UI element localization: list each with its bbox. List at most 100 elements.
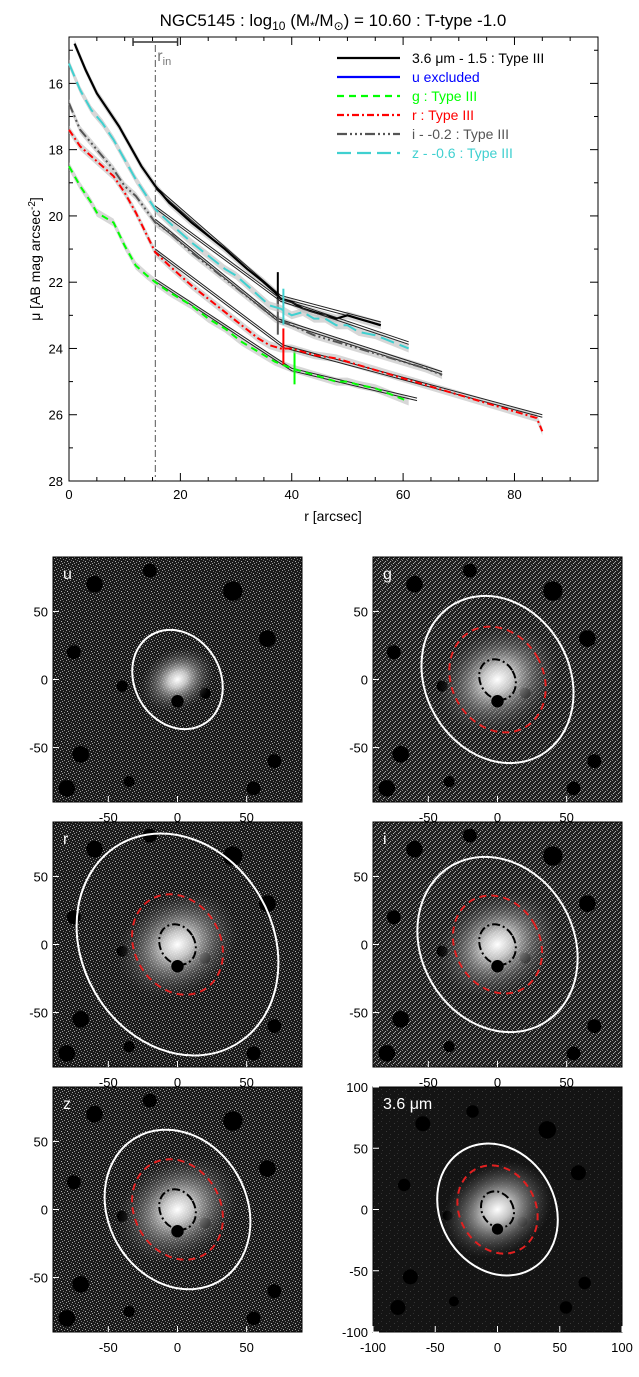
series-line — [68, 102, 443, 376]
masked-source — [443, 776, 455, 788]
masked-source — [386, 910, 401, 925]
masked-source — [543, 846, 563, 866]
masked-source — [72, 1011, 89, 1028]
series-error-band — [69, 162, 409, 406]
y-tick-label: 22 — [49, 275, 63, 290]
panel-y-tick-label: 50 — [354, 869, 368, 884]
panel-x-tick-label: 0 — [494, 1075, 501, 1090]
series-fit-line — [155, 208, 409, 345]
panel-x-tick-label: -100 — [360, 1340, 386, 1355]
masked-source — [66, 910, 81, 925]
panel-y-tick-label: 0 — [361, 1203, 368, 1218]
masked-source — [538, 1121, 557, 1139]
masked-source — [259, 630, 276, 647]
masked-star — [491, 960, 504, 973]
y-axis-title-part: μ [AB mag arcsec — [27, 210, 43, 321]
y-axis-title: μ [AB mag arcsec-2] — [27, 197, 43, 321]
series-fit-line — [155, 280, 418, 402]
masked-source — [246, 1046, 261, 1061]
panel-band-label: r — [63, 831, 69, 848]
surface-brightness-profile-chart: NGC5145 : log10 (M*/M⊙) = 10.60 : T-type… — [27, 11, 599, 524]
masked-source — [223, 581, 243, 601]
chart-title-sub: 10 — [272, 19, 286, 33]
masked-source — [415, 1116, 431, 1132]
panel-band-label: z — [63, 1096, 71, 1113]
chart-title-part: NGC5145 : log — [160, 11, 272, 30]
y-axis: 16 18 20 22 24 26 28 — [49, 49, 598, 489]
masked-source — [462, 828, 477, 843]
galaxy — [436, 625, 559, 734]
panel-x-tick-label: 0 — [174, 1340, 181, 1355]
series-3 — [68, 125, 544, 436]
galaxy — [116, 890, 239, 999]
panel-x-tick-label: -50 — [426, 1340, 445, 1355]
series-fit-line — [155, 251, 543, 418]
rin-label-main: r — [157, 48, 163, 65]
break-ellipse — [456, 1164, 539, 1255]
masked-source — [392, 1011, 409, 1028]
galaxy — [436, 890, 559, 999]
image-panel-4: -50 0 50 50 0 -50 i — [349, 821, 623, 1090]
masked-source — [267, 754, 282, 769]
rin-marker: rin — [132, 38, 179, 481]
image-panel-3: -50 0 50 50 0 -50 r — [29, 821, 303, 1090]
panel-y-tick-label: 50 — [354, 604, 368, 619]
masked-source — [66, 645, 81, 660]
outer-ellipse — [416, 855, 579, 1034]
chart-title-sub: ⊙ — [334, 19, 344, 33]
series-fit-line — [155, 248, 543, 416]
masked-source — [223, 846, 243, 866]
y-tick-label: 18 — [49, 143, 63, 158]
panel-x-tick-label: 50 — [239, 810, 253, 825]
inner-ellipse — [158, 923, 197, 966]
masked-source — [123, 1306, 135, 1318]
panel-x-tick-label: 0 — [494, 810, 501, 825]
outer-ellipse — [75, 832, 280, 1057]
x-tick-label: 20 — [173, 487, 187, 502]
series-line — [68, 165, 410, 403]
masked-source — [406, 840, 423, 858]
legend-label: r : Type III — [412, 107, 474, 123]
panel-y-tick-label: -50 — [349, 1264, 368, 1279]
legend-label: z - -0.6 : Type III — [412, 145, 513, 161]
panel-y-tick-label: 100 — [346, 1080, 368, 1095]
x-axis: 0 20 40 60 80 — [65, 37, 571, 502]
panel-x-tick-label: 100 — [611, 1340, 633, 1355]
masked-star — [171, 960, 184, 973]
masked-source — [390, 1300, 406, 1315]
masked-source — [123, 776, 135, 788]
masked-source — [386, 645, 401, 660]
series-error-band — [69, 59, 409, 353]
legend-label: 3.6 μm - 1.5 : Type III — [412, 50, 544, 66]
panel-x-tick-label: 50 — [559, 810, 573, 825]
panel-y-tick-label: 50 — [34, 869, 48, 884]
image-panel-1: -50 0 50 50 0 -50 u — [29, 556, 303, 825]
series-line — [68, 129, 544, 432]
masked-source — [587, 1019, 602, 1034]
panel-x-tick-label: 0 — [494, 1340, 501, 1355]
series-line — [68, 63, 410, 350]
masked-source — [86, 840, 103, 858]
panel-y-tick-label: -50 — [349, 741, 368, 756]
masked-source — [116, 680, 128, 692]
legend-label: g : Type III — [412, 88, 477, 104]
series-error-band — [69, 125, 543, 436]
masked-source — [72, 1276, 89, 1293]
chart-title-part: (M — [285, 11, 310, 30]
x-axis-title: r [arcsec] — [304, 508, 362, 524]
masked-source — [566, 781, 581, 796]
y-tick-label: 16 — [49, 76, 63, 91]
panel-band-label: u — [63, 566, 72, 583]
panel-y-tick-label: -50 — [29, 741, 48, 756]
chart-title-part: ) = 10.60 : T-type -1.0 — [344, 11, 507, 30]
masked-source — [378, 780, 396, 797]
masked-source — [587, 754, 602, 769]
rin-label: rin — [157, 48, 171, 68]
panel-y-tick-label: -100 — [342, 1325, 368, 1340]
panel-x-tick-label: 50 — [559, 1075, 573, 1090]
chart-title: NGC5145 : log10 (M*/M⊙) = 10.60 : T-type… — [160, 11, 507, 33]
series-fit-line — [154, 185, 381, 323]
y-tick-label: 26 — [49, 408, 63, 423]
panel-y-tick-label: 0 — [41, 1203, 48, 1218]
